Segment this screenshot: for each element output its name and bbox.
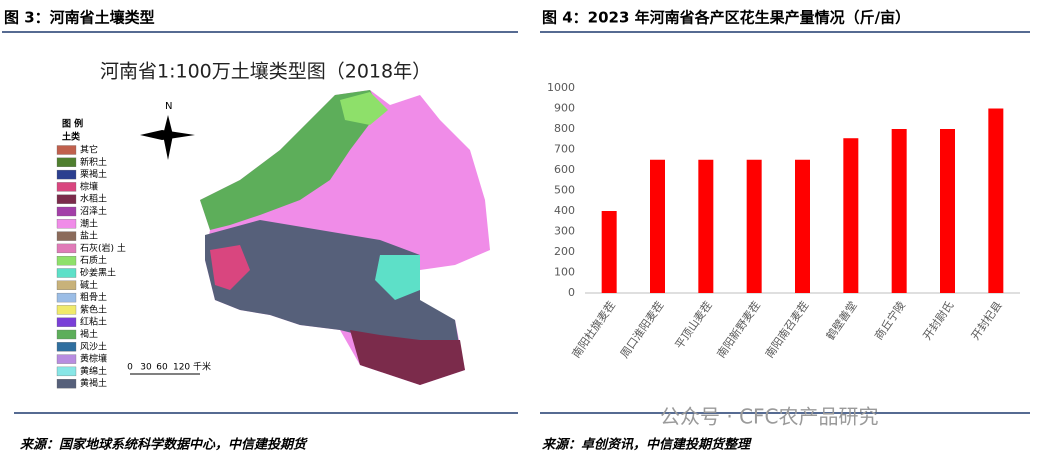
- x-tick-label: 南阳新野麦茬: [714, 298, 763, 360]
- legend-label: 水稻土: [80, 193, 107, 205]
- map-title: 河南省1:100万土壤类型图（2018年）: [100, 61, 431, 83]
- y-tick-label: 100: [554, 266, 575, 279]
- bar: [795, 159, 810, 293]
- compass: [140, 130, 195, 140]
- map-region: [210, 245, 250, 290]
- y-tick-label: 600: [554, 163, 575, 176]
- map-region: [350, 330, 465, 385]
- legend-label: 黄绵土: [80, 365, 107, 377]
- scale-label: 30: [140, 363, 152, 373]
- y-tick-label: 0: [568, 286, 575, 299]
- legend-swatch: [56, 157, 77, 167]
- bar: [891, 129, 907, 293]
- legend-label: 砂姜黑土: [80, 267, 116, 279]
- legend-label: 黄褐土: [80, 377, 107, 389]
- legend-swatch: [56, 145, 77, 155]
- x-tick-label: 开封尉氏: [920, 298, 957, 342]
- map: 河南省1:100万土壤类型图（2018年） N 图 例 土类: [62, 61, 490, 385]
- legend-swatch: [56, 379, 77, 389]
- legend-label: 其它: [80, 144, 98, 156]
- legend-swatch: [56, 243, 77, 254]
- legend-swatch: [56, 292, 77, 303]
- x-tick-label: 南阳杜旗麦茬: [569, 298, 618, 360]
- legend-title: 图 例: [62, 118, 83, 130]
- bar: [988, 108, 1004, 293]
- legend-swatch: [56, 206, 77, 217]
- legend-swatch: [56, 305, 77, 315]
- legend-swatch: [56, 231, 77, 241]
- y-tick-label: 800: [554, 122, 575, 135]
- map-region: [200, 90, 380, 230]
- legend-label: 红粘土: [80, 316, 107, 328]
- legend-label: 石质土: [80, 254, 107, 266]
- bar: [601, 211, 617, 293]
- bar: [940, 129, 955, 293]
- map-region: [340, 92, 388, 125]
- source: 来源：国家地球系统科学数据中心，中信建投期货: [20, 437, 308, 453]
- legend-label: 风沙土: [80, 340, 107, 352]
- legend-label: 紫色土: [80, 303, 107, 315]
- bar: [843, 138, 859, 293]
- legend-label: 褐土: [80, 328, 98, 340]
- legend-label: 石灰(岩) 土: [80, 242, 126, 254]
- y-tick-label: 1000: [547, 81, 575, 94]
- source: 来源：卓创资讯，中信建投期货整理: [542, 437, 752, 453]
- legend-swatch: [56, 219, 77, 229]
- bar: [650, 159, 665, 293]
- x-tick-label: 商丘宁陵: [871, 298, 908, 342]
- legend-swatch: [56, 256, 77, 266]
- y-tick-label: 300: [554, 225, 575, 238]
- y-tick-label: 200: [554, 245, 575, 258]
- legend-label: 新积土: [80, 156, 107, 168]
- legend-swatch: [56, 317, 77, 327]
- legend-swatch: [56, 169, 77, 180]
- legend-subtitle: 土类: [62, 131, 81, 143]
- legend-label: 沼泽土: [80, 205, 107, 217]
- legend-swatch: [56, 329, 77, 340]
- watermark: 公众号 · CFC农产品研究: [660, 405, 879, 429]
- x-tick-label: 南阳南召麦茬: [762, 298, 811, 360]
- bar: [698, 159, 714, 293]
- north-label: N: [165, 101, 172, 112]
- x-tick-label: 平顶山麦茬: [672, 298, 715, 351]
- figure-title: 图 3：河南省土壤类型: [4, 9, 155, 27]
- legend-swatch: [56, 268, 77, 278]
- legend-swatch: [56, 194, 77, 204]
- legend-swatch: [56, 182, 77, 192]
- legend-label: 棕壤: [80, 180, 98, 192]
- scale-label: 0: [127, 363, 133, 373]
- x-tick-label: 周口淮阳麦茬: [617, 298, 666, 360]
- y-tick-label: 700: [554, 143, 575, 156]
- scale-label: 60: [156, 363, 168, 373]
- legend-label: 黄棕壤: [80, 353, 107, 365]
- scale-label: 120 千米: [173, 361, 211, 373]
- legend-swatch: [56, 280, 77, 290]
- legend-swatch: [56, 342, 77, 352]
- bar: [746, 159, 762, 293]
- x-tick-label: 开封杞县: [968, 298, 1005, 342]
- figure-title: 图 4：2023 年河南省各产区花生果产量情况（斤/亩）: [542, 9, 910, 27]
- y-tick-label: 500: [554, 184, 575, 197]
- legend-label: 碱土: [80, 279, 98, 291]
- legend-label: 栗褐土: [80, 168, 107, 180]
- legend-label: 粗骨土: [80, 291, 107, 303]
- map-region: [375, 255, 420, 300]
- legend-label: 盐土: [80, 230, 98, 242]
- y-tick-label: 900: [554, 102, 575, 115]
- legend-label: 潮土: [80, 217, 98, 229]
- legend-swatch: [56, 354, 77, 364]
- legend-swatch: [56, 366, 77, 377]
- y-tick-label: 400: [554, 204, 575, 217]
- x-tick-label: 鹤壁善堂: [823, 298, 860, 342]
